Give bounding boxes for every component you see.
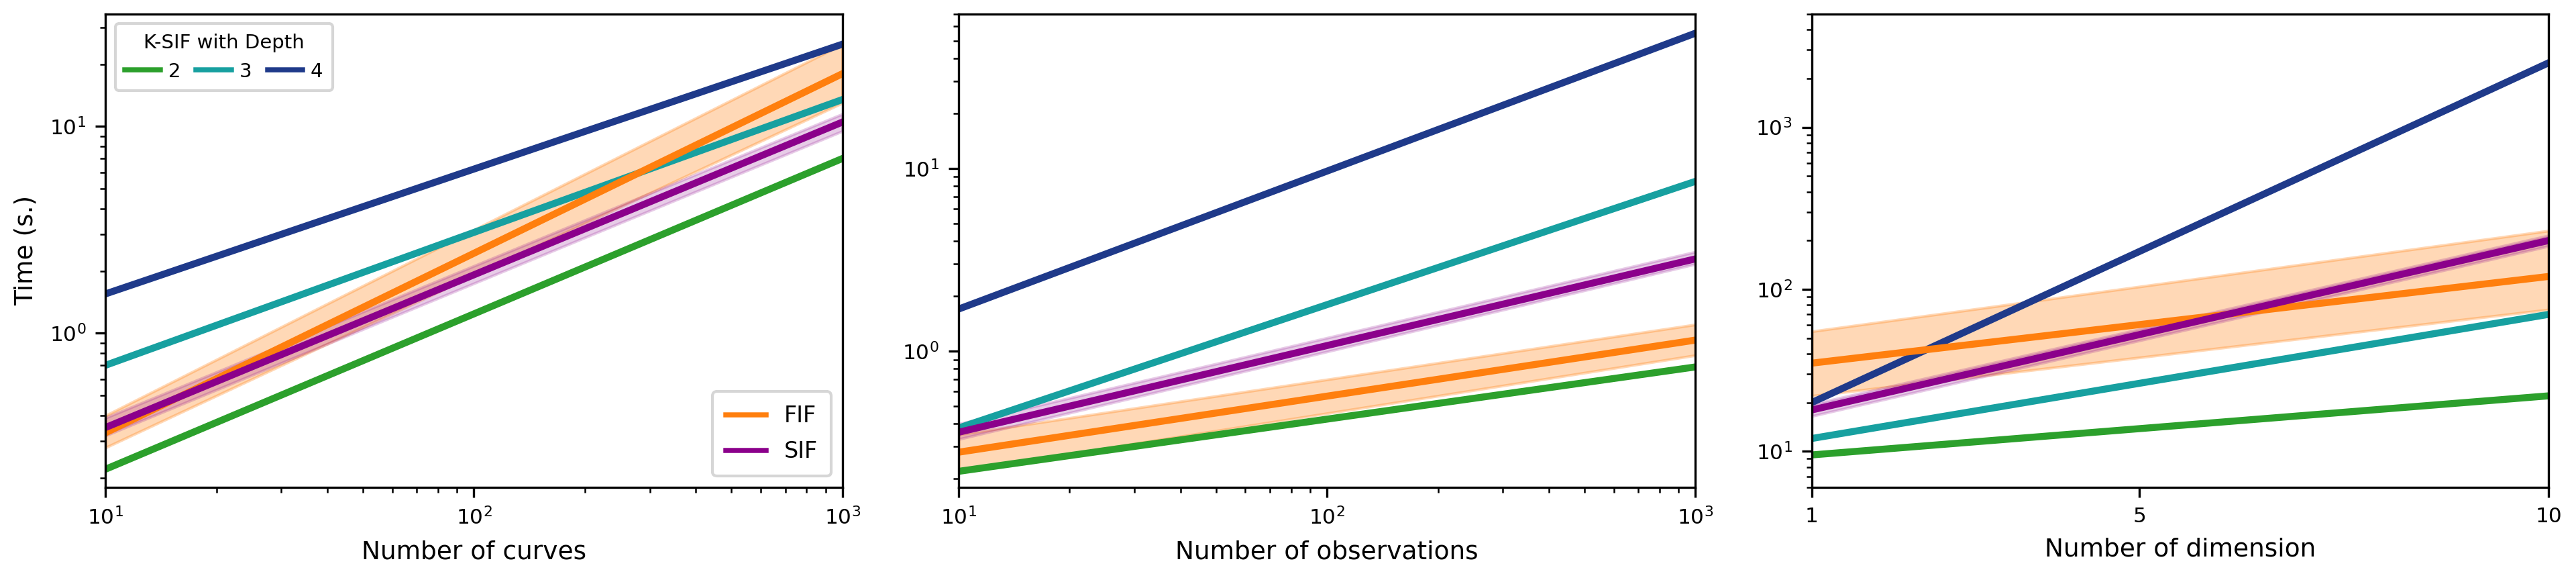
X-axis label: Number of dimension: Number of dimension [2045,538,2316,562]
Legend: FIF, SIF: FIF, SIF [714,391,832,476]
Y-axis label: Time (s.): Time (s.) [13,195,39,306]
X-axis label: Number of curves: Number of curves [361,540,587,564]
X-axis label: Number of observations: Number of observations [1175,540,1479,564]
